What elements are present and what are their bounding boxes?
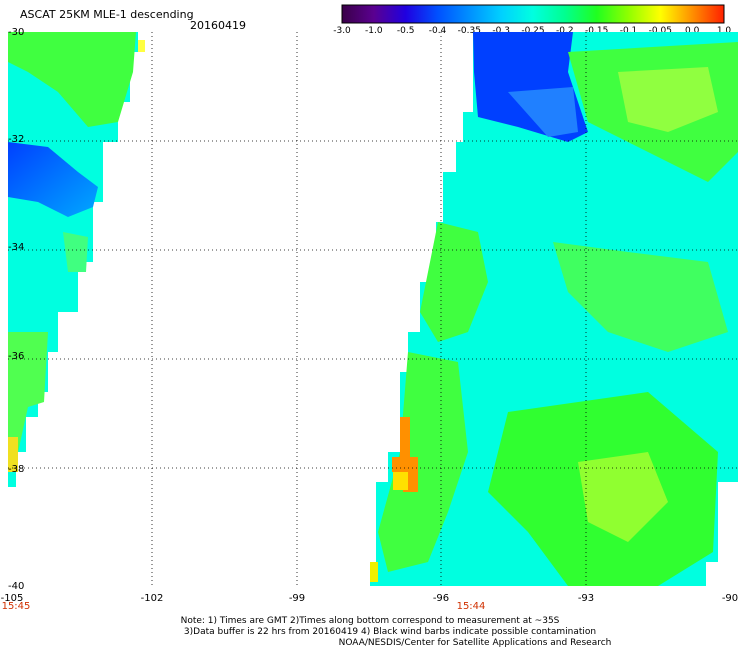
lon-label-105: -105 (0, 593, 24, 604)
colorbar-tick-label: 0.0 (684, 26, 700, 36)
colorbar-tick-label: -0.3 (492, 26, 510, 36)
lat-label-34: -34 (8, 242, 25, 253)
lat-label-36: -36 (8, 351, 25, 362)
lon-label-90: -90 (721, 593, 739, 604)
time-label-left: 15:45 (1, 601, 31, 612)
footnotes: Note: 1) Times are GMT 2)Times along bot… (0, 616, 740, 649)
lat-label-30: -30 (8, 27, 25, 38)
footnote-line-1: Note: 1) Times are GMT 2)Times along bot… (180, 616, 560, 626)
right-swath (370, 32, 738, 586)
colorbar (341, 4, 725, 24)
title: ASCAT 25KM MLE-1 descending (20, 8, 194, 21)
date-label: 20160419 (190, 19, 246, 32)
lat-label-38: -38 (8, 464, 25, 475)
colorbar-gradient (341, 4, 725, 24)
colorbar-tick-label: -0.4 (428, 26, 447, 36)
colorbar-tick-label: 1.0 (716, 26, 732, 36)
colorbar-tick-label: -0.2 (556, 26, 574, 36)
footnote-line-2: 3)Data buffer is 22 hrs from 20160419 4)… (183, 627, 597, 637)
footnote-line-3: NOAA/NESDIS/Center for Satellite Applica… (338, 638, 612, 648)
lon-label-102: -102 (140, 593, 164, 604)
lat-label-32: -32 (8, 134, 25, 145)
lat-label-40: -40 (8, 581, 25, 592)
colorbar-tick-label: -0.25 (521, 26, 545, 36)
colorbar-tick-label: -0.35 (457, 26, 481, 36)
time-label-right: 15:44 (456, 601, 486, 612)
colorbar-tick-label: -0.5 (396, 26, 415, 36)
colorbar-tick-label: -0.15 (585, 26, 609, 36)
colorbar-tick-label: -1.0 (365, 26, 383, 36)
lon-label-93: -93 (577, 593, 595, 604)
colorbar-tick-label: -3.0 (333, 26, 351, 36)
lon-label-96: -96 (432, 593, 450, 604)
colorbar-tick-label: -0.05 (648, 26, 672, 36)
lat-lon-grid (8, 32, 738, 586)
swath-map (8, 32, 738, 586)
colorbar-tick-label: -0.1 (619, 26, 638, 36)
lon-label-99: -99 (288, 593, 306, 604)
left-swath (8, 32, 145, 487)
